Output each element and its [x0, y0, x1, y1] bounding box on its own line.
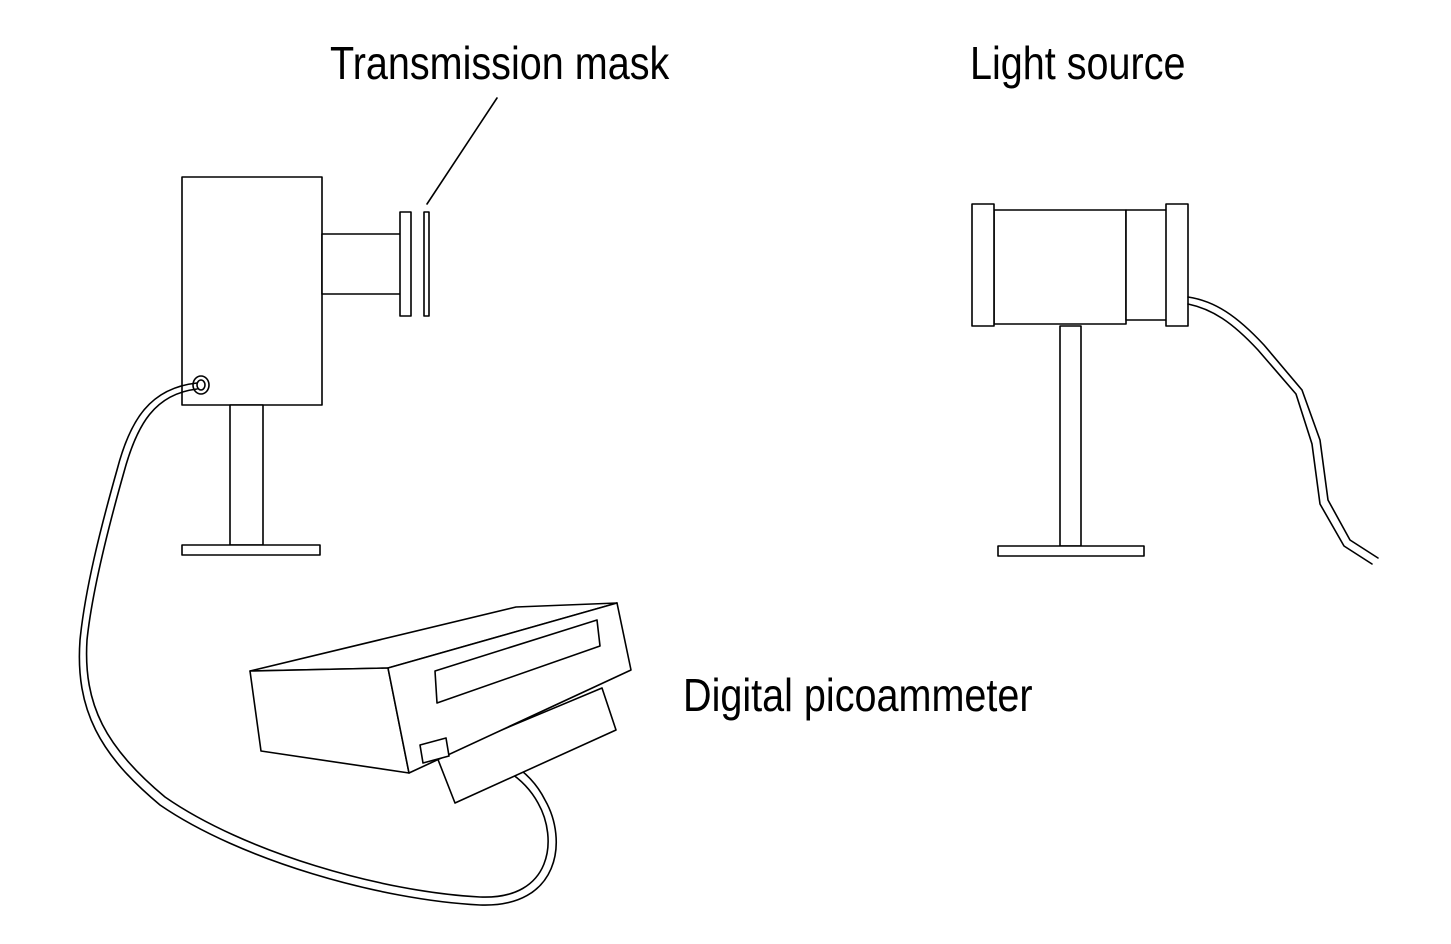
power-cable-outer	[1187, 296, 1379, 559]
picoammeter-side	[249, 667, 410, 774]
detector-flange	[399, 211, 412, 317]
signal-cable	[78, 382, 557, 906]
light-rear-cap	[1165, 203, 1189, 327]
detector-tube	[321, 233, 403, 295]
detector-stand-base	[181, 544, 321, 556]
picoammeter-foot	[436, 687, 617, 804]
light-housing-body	[993, 209, 1127, 325]
power-cable-inner	[1187, 303, 1373, 565]
signal-cable-outer	[78, 382, 557, 906]
light-source-assembly	[971, 203, 1379, 565]
light-source-label: Light source	[970, 37, 1186, 89]
picoammeter	[249, 602, 632, 804]
light-stand-post	[1059, 325, 1082, 547]
detector-stand-post	[229, 404, 264, 546]
signal-cable-inner	[85, 388, 549, 898]
picoammeter-input-connector	[419, 737, 450, 764]
light-front-cap	[971, 203, 995, 327]
light-housing-rear	[1125, 209, 1169, 321]
transmission-mask-pointer	[426, 97, 498, 205]
detector-connector-inner	[196, 379, 206, 391]
picoammeter-display	[434, 619, 601, 704]
detector-assembly	[181, 97, 498, 556]
transmission-mask-label: Transmission mask	[330, 37, 670, 89]
transmission-mask-plate	[423, 211, 430, 317]
light-stand-base	[997, 545, 1145, 557]
digital-picoammeter-label: Digital picoammeter	[683, 669, 1033, 721]
detector-housing	[181, 176, 323, 406]
